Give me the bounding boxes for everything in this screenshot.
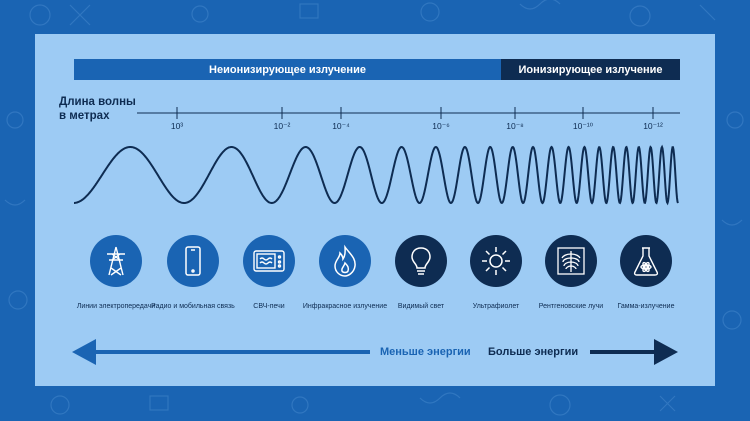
source-caption: Радио и мобильная связь (151, 303, 235, 310)
source-caption: СВЧ-печи (253, 303, 285, 310)
more-energy-label: Больше энергии (488, 346, 579, 358)
source-caption: Рентгеновские лучи (538, 303, 604, 310)
source-caption: Гамма-излучение (617, 303, 675, 310)
tick-label: 10⁻¹⁰ (572, 121, 594, 131)
source-caption: Линии электропередачи (76, 303, 156, 310)
ionizing-band: Ионизирующее излучение (501, 59, 680, 80)
tick-label: 10³ (170, 121, 184, 131)
nonionizing-band: Неионизирующее излучение (74, 59, 501, 80)
phone-icon (167, 235, 219, 287)
xray-ribcage-icon (545, 235, 597, 287)
more-energy-arrowhead (654, 339, 678, 365)
radioactive-flask-icon (620, 235, 672, 287)
tick-label: 10⁻⁶ (432, 121, 450, 131)
microwave-icon (243, 235, 295, 287)
less-energy-arrowhead (72, 339, 96, 365)
tick-label: 10⁻¹² (643, 121, 663, 131)
wavelength-axis-label: Длина волны в метрах (59, 95, 136, 123)
sun-icon (470, 235, 522, 287)
tick-label: 10⁻⁸ (506, 121, 524, 131)
less-energy-label: Меньше энергии (380, 346, 471, 358)
tick-label: 10⁻⁴ (332, 121, 350, 131)
source-caption: Ультрафиолет (472, 303, 520, 310)
wavelength-label-line2: в метрах (59, 110, 110, 122)
source-caption: Видимый свет (397, 303, 445, 310)
power-line-icon (90, 235, 142, 287)
lightbulb-icon (395, 235, 447, 287)
wave-curve (74, 144, 679, 206)
tick-label: 10⁻² (273, 121, 291, 131)
source-caption: Инфракрасное излучение (302, 303, 388, 310)
wavelength-label-line1: Длина волны (59, 96, 136, 108)
flame-icon (319, 235, 371, 287)
spectrum-panel (35, 34, 715, 386)
